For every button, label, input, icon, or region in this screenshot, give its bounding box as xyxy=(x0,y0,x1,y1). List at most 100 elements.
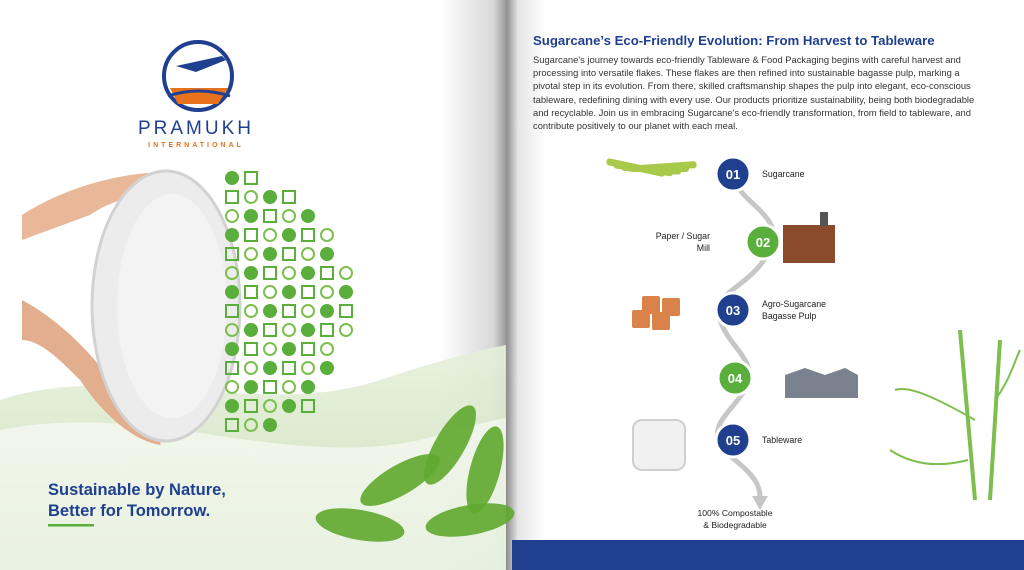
eco-icon xyxy=(282,285,296,299)
tray xyxy=(632,419,686,471)
eco-icon xyxy=(225,171,239,185)
headline-rule xyxy=(48,524,94,527)
step-number: 05 xyxy=(726,433,740,448)
leaf xyxy=(360,454,440,506)
brand-name: PRAMUKH xyxy=(138,118,254,139)
step-number: 02 xyxy=(756,235,770,250)
eco-icon xyxy=(301,304,315,318)
eco-icon xyxy=(244,247,258,261)
eco-icon xyxy=(225,342,239,356)
bagasse-cube xyxy=(652,312,670,330)
eco-icon xyxy=(301,228,315,242)
footer-note: & Biodegradable xyxy=(703,520,767,530)
eco-icon xyxy=(339,285,353,299)
eco-icon xyxy=(282,323,296,337)
eco-icon xyxy=(320,342,334,356)
eco-icon xyxy=(244,209,258,223)
eco-icon xyxy=(263,247,277,261)
logo-plane xyxy=(176,56,226,72)
eco-icon xyxy=(282,247,296,261)
headline: Better for Tomorrow. xyxy=(48,502,210,520)
eco-icon xyxy=(244,399,258,413)
eco-icon xyxy=(225,247,239,261)
plate-inner xyxy=(117,194,227,418)
step-number: 04 xyxy=(728,371,743,386)
eco-icon xyxy=(244,361,258,375)
eco-icon xyxy=(301,247,315,261)
eco-icon xyxy=(263,190,277,204)
eco-icon xyxy=(244,323,258,337)
headline: Sustainable by Nature, xyxy=(48,481,226,499)
eco-icon xyxy=(244,266,258,280)
step-badge xyxy=(716,359,754,397)
eco-icon xyxy=(320,228,334,242)
bagasse-cube xyxy=(662,298,680,316)
mill-chimney xyxy=(820,212,828,226)
eco-icon xyxy=(282,209,296,223)
eco-icon xyxy=(320,247,334,261)
logo-waves xyxy=(167,89,231,98)
mill-building xyxy=(783,225,835,263)
eco-icon xyxy=(225,304,239,318)
eco-icon xyxy=(225,380,239,394)
eco-icon xyxy=(339,266,353,280)
eco-icon xyxy=(225,399,239,413)
eco-icon xyxy=(263,228,277,242)
eco-icon xyxy=(339,323,353,337)
eco-icon xyxy=(263,209,277,223)
step-label: Paper / Sugar xyxy=(656,231,710,241)
leaf xyxy=(466,426,504,514)
step-label: Agro-Sugarcane xyxy=(762,299,826,309)
eco-icon xyxy=(320,285,334,299)
eco-icon xyxy=(301,342,315,356)
eco-icon xyxy=(301,209,315,223)
eco-icon xyxy=(301,380,315,394)
leaf xyxy=(315,508,405,542)
eco-icon xyxy=(339,304,353,318)
arrow-head xyxy=(752,496,768,510)
cane-leaf xyxy=(889,349,1021,466)
step-number: 01 xyxy=(726,167,740,182)
eco-icon xyxy=(225,228,239,242)
right-gutter xyxy=(506,0,546,570)
eco-icon xyxy=(225,361,239,375)
eco-icon xyxy=(282,190,296,204)
eco-icon xyxy=(225,285,239,299)
step-badge xyxy=(714,155,752,193)
bagasse-cube xyxy=(632,310,650,328)
eco-icon xyxy=(244,190,258,204)
step-badge xyxy=(744,223,782,261)
sugarcane-stick xyxy=(636,161,697,173)
step-label: Bagasse Pulp xyxy=(762,311,816,321)
eco-icon xyxy=(225,266,239,280)
logo-ring xyxy=(162,40,234,112)
step-label: Tableware xyxy=(762,435,802,445)
eco-icon xyxy=(282,361,296,375)
step-badge xyxy=(714,421,752,459)
eco-icon xyxy=(244,418,258,432)
eco-icon xyxy=(225,323,239,337)
eco-icon xyxy=(282,228,296,242)
eco-icon xyxy=(301,361,315,375)
brand-tagline: INTERNATIONAL xyxy=(148,142,244,149)
bagasse-cube xyxy=(642,296,660,314)
eco-icon xyxy=(282,342,296,356)
eco-icon xyxy=(282,380,296,394)
eco-icon xyxy=(263,266,277,280)
step-badge xyxy=(714,291,752,329)
factory xyxy=(785,368,858,398)
eco-icon xyxy=(282,266,296,280)
leaf xyxy=(425,503,515,537)
body-paragraph: Sugarcane's journey towards eco-friendly… xyxy=(533,54,975,132)
timeline-arrow xyxy=(715,157,776,501)
eco-icon xyxy=(263,380,277,394)
eco-icon xyxy=(320,323,334,337)
eco-icon xyxy=(244,380,258,394)
eco-icon xyxy=(320,266,334,280)
eco-icon xyxy=(263,304,277,318)
eco-icon xyxy=(301,399,315,413)
eco-icon xyxy=(263,285,277,299)
eco-icon xyxy=(244,285,258,299)
